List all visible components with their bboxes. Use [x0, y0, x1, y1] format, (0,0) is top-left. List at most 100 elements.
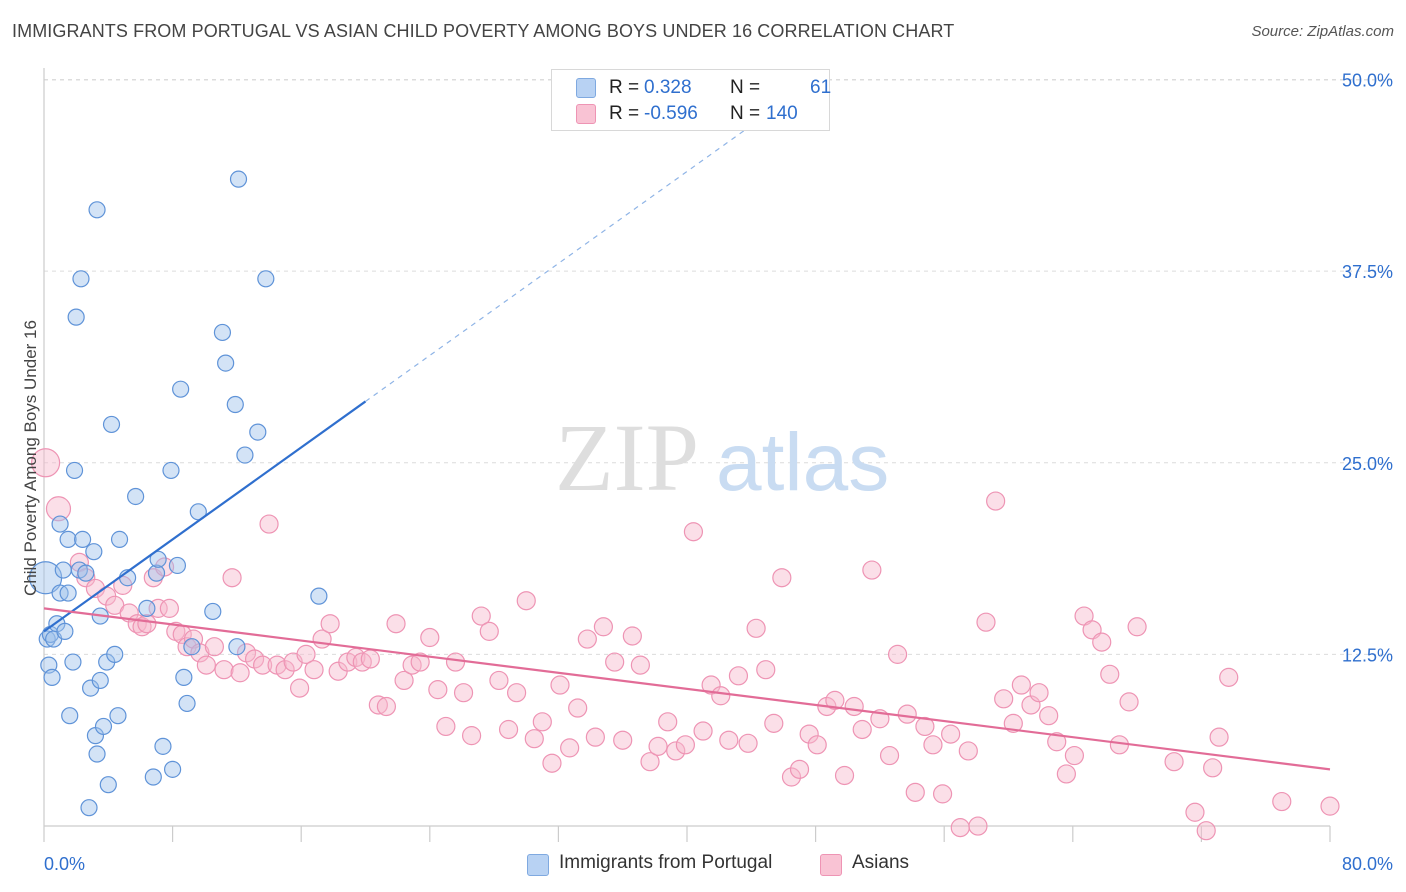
chart-source: Source: ZipAtlas.com [1251, 23, 1394, 40]
data-point-asians [994, 689, 1014, 709]
data-point-portugal [110, 530, 129, 549]
data-point-asians [410, 652, 430, 672]
data-point-asians [1272, 791, 1292, 812]
data-point-asians [436, 716, 456, 737]
data-point-asians [756, 660, 776, 680]
data-point-asians [568, 698, 588, 718]
legend-r-label: R = [609, 77, 640, 98]
data-point-asians [516, 591, 536, 611]
data-point-asians [640, 752, 660, 772]
data-point-portugal [73, 530, 92, 549]
data-point-asians [222, 568, 242, 588]
bottom-legend-label-portugal: Immigrants from Portugal [559, 852, 773, 873]
data-point-asians [683, 522, 704, 542]
data-point-portugal [138, 599, 156, 617]
data-point-asians [471, 606, 491, 626]
data-point-asians [1196, 821, 1216, 841]
series-portugal-points [29, 170, 328, 817]
data-point-asians [428, 680, 448, 700]
data-point-asians [498, 719, 519, 740]
data-point-asians [789, 759, 810, 779]
y-tick-label: 50.0% [1342, 71, 1393, 91]
data-point-asians [630, 655, 650, 675]
chart-title: IMMIGRANTS FROM PORTUGAL VS ASIAN CHILD … [12, 21, 955, 41]
data-point-asians [738, 733, 758, 753]
data-point-asians [296, 644, 316, 664]
legend-row-portugal: R = 0.328 N = 61 [552, 75, 831, 101]
data-point-asians [711, 686, 731, 706]
data-point-portugal [164, 760, 182, 778]
data-point-asians [532, 712, 552, 732]
data-point-asians [666, 741, 686, 761]
data-point-asians [976, 612, 996, 632]
data-point-portugal [204, 602, 222, 621]
data-point-portugal [88, 745, 106, 763]
legend-swatch-portugal [576, 78, 596, 98]
data-point-asians [45, 496, 72, 522]
data-point-asians [781, 767, 802, 787]
data-point-asians [479, 621, 499, 641]
data-point-asians [1119, 692, 1139, 712]
y-tick-label: 25.0% [1342, 454, 1393, 474]
data-point-portugal [91, 671, 109, 690]
data-point-portugal [80, 799, 98, 817]
data-point-portugal [77, 564, 95, 582]
data-point-asians [253, 655, 273, 675]
data-point-asians [1056, 764, 1076, 784]
data-point-portugal [64, 653, 82, 671]
data-point-asians [932, 784, 953, 804]
data-point-portugal [59, 530, 77, 549]
data-point-portugal [257, 270, 275, 288]
data-point-asians [445, 652, 466, 672]
data-point-asians [719, 730, 739, 750]
data-point-asians [622, 626, 642, 646]
legend-n-label: N = [730, 103, 761, 124]
data-point-asians [986, 491, 1006, 511]
x-tick-label-min: 0.0% [44, 854, 85, 874]
watermark: ZIP atlas [555, 404, 889, 511]
y-tick-label: 37.5% [1342, 262, 1393, 282]
data-point-portugal [72, 270, 90, 288]
data-point-asians [852, 719, 872, 740]
data-point-asians [887, 644, 908, 664]
data-point-asians [360, 649, 380, 669]
bottom-legend-swatch-portugal [527, 854, 549, 876]
legend-r-label: R = [609, 103, 640, 124]
trend-lines [43, 102, 1331, 771]
data-point-asians [905, 782, 925, 802]
data-point-asians [1320, 796, 1340, 816]
data-point-asians [1029, 683, 1049, 703]
trend-line-portugal [43, 400, 367, 633]
data-point-asians [230, 663, 250, 683]
x-tick-label-max: 80.0% [1342, 854, 1393, 874]
data-point-portugal [168, 556, 187, 575]
data-point-asians [1064, 745, 1085, 766]
data-point-asians [453, 683, 474, 703]
watermark-zip: ZIP [555, 404, 699, 511]
data-point-asians [376, 696, 396, 717]
data-point-asians [950, 818, 970, 838]
data-point-portugal [109, 707, 127, 725]
data-point-portugal [65, 461, 84, 480]
data-point-asians [844, 696, 864, 717]
data-point-asians [675, 735, 695, 755]
data-point-asians [386, 614, 406, 634]
data-point-portugal [51, 515, 69, 533]
data-point-asians [31, 448, 61, 478]
data-point-asians [259, 514, 279, 534]
axes [43, 68, 1331, 842]
data-point-asians [275, 660, 295, 680]
data-point-asians [394, 670, 414, 691]
data-point-asians [1011, 675, 1031, 695]
data-point-portugal [99, 776, 117, 794]
data-point-portugal [217, 354, 235, 372]
legend-n-value: 140 [766, 103, 798, 124]
data-point-portugal [61, 707, 79, 725]
data-point-asians [862, 560, 882, 580]
data-point-asians [648, 736, 668, 756]
data-point-asians [159, 598, 179, 618]
data-point-asians [204, 637, 224, 657]
data-point-asians [1209, 727, 1229, 747]
data-point-asians [613, 730, 633, 750]
data-point-portugal [162, 461, 180, 480]
